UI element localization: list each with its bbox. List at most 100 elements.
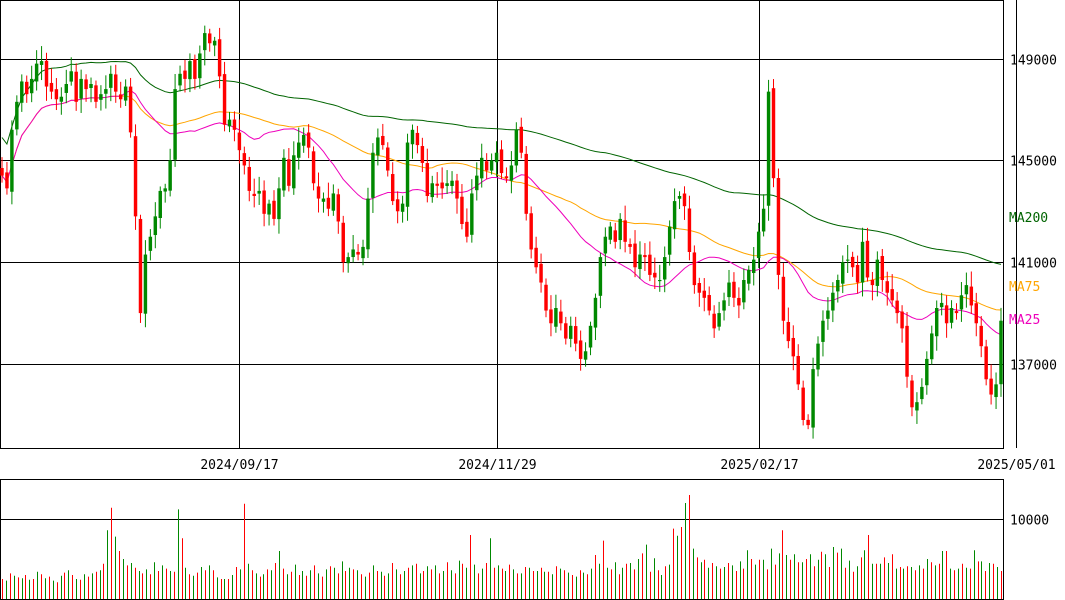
candle-body: [183, 70, 187, 79]
candle-body: [133, 136, 138, 217]
candle-body: [460, 196, 464, 224]
date-tick-label: 2025/02/17: [720, 458, 798, 473]
ma200-label: MA200: [1009, 211, 1048, 226]
price-plot-frame: [0, 0, 1004, 449]
candle-body: [203, 33, 207, 51]
candle-body: [880, 256, 885, 280]
candle-body: [504, 176, 509, 179]
candle-body: [658, 280, 662, 282]
candle-body: [895, 300, 899, 314]
candle-body: [465, 221, 469, 237]
candle-body: [994, 384, 998, 398]
candle-body: [672, 201, 677, 230]
candle-body: [989, 378, 993, 395]
candle-body: [569, 325, 573, 339]
candle-body: [756, 231, 761, 259]
candle-body: [237, 132, 242, 151]
candle-body: [29, 78, 34, 94]
candle-body: [371, 152, 375, 198]
price-tick-label: 137000: [1010, 359, 1057, 374]
candle-body: [816, 343, 820, 370]
candle-body: [25, 81, 29, 95]
candle-body: [707, 295, 711, 311]
candle-body: [554, 308, 558, 327]
candle-body: [692, 252, 697, 286]
candle-body: [979, 325, 983, 347]
candle-body: [262, 190, 266, 214]
candle-body: [54, 89, 59, 100]
candle-body: [934, 308, 939, 337]
candle-body: [831, 292, 835, 311]
candle-body: [232, 119, 237, 130]
candle-body: [94, 85, 98, 102]
volume-y-axis: 10000: [1010, 514, 1049, 529]
candle-body: [44, 60, 49, 87]
volume-tick-label: 10000: [1010, 514, 1049, 529]
candle-body: [613, 230, 617, 242]
candle-body: [15, 101, 19, 130]
candle-body: [39, 61, 44, 65]
candle-body: [321, 198, 326, 202]
candle-body: [0, 168, 4, 176]
candle-body: [796, 355, 800, 385]
candle-body: [559, 311, 563, 324]
candle-body: [128, 86, 133, 133]
candle-body: [633, 243, 637, 268]
candle-body: [544, 284, 548, 311]
candle-body: [356, 251, 360, 255]
candle-body: [791, 337, 796, 357]
candle-body: [855, 264, 860, 283]
candle-body: [727, 282, 731, 298]
candle-body: [69, 71, 73, 82]
candle-body: [346, 257, 350, 264]
candle-body: [277, 188, 281, 220]
candle-body: [781, 276, 786, 321]
candle-body: [514, 129, 519, 166]
price-y-axis: 137000 141000 145000 149000: [1010, 54, 1057, 374]
candle-body: [484, 161, 489, 171]
candle-body: [222, 74, 227, 125]
candle-body: [806, 419, 810, 426]
candle-body: [712, 313, 716, 329]
candle-body: [964, 285, 969, 295]
candle-body: [662, 257, 667, 280]
candle-body: [143, 254, 148, 314]
candle-body: [20, 81, 24, 103]
candle-body: [49, 82, 54, 92]
candle-body: [761, 208, 766, 232]
candle-body: [638, 254, 642, 270]
volume-panel: 10000: [0, 479, 1049, 600]
candle-body: [118, 94, 123, 100]
candle-body: [766, 91, 771, 206]
candle-body: [628, 244, 632, 247]
candle-body: [212, 40, 217, 46]
candle-body: [435, 183, 439, 186]
candle-body: [959, 295, 964, 310]
candle-body: [667, 226, 672, 255]
date-axis: 2024/09/17 2024/11/29 2025/02/17 2025/05/01: [200, 458, 1055, 473]
candle-body: [341, 222, 345, 263]
candle-body: [984, 346, 988, 380]
candle-body: [618, 218, 622, 241]
candle-body: [717, 313, 721, 327]
candle-body: [138, 218, 143, 314]
candle-body: [499, 149, 504, 174]
candle-body: [376, 137, 380, 156]
ma25-label: MA25: [1009, 313, 1040, 328]
candle-body: [257, 190, 261, 194]
candle-body: [79, 78, 83, 99]
candle-body: [910, 380, 914, 408]
candle-body: [732, 281, 736, 298]
candle-body: [34, 63, 39, 82]
candle-body: [865, 240, 870, 278]
candle-body: [114, 74, 118, 92]
candle-body: [534, 247, 538, 268]
candle-body: [109, 73, 113, 88]
candle-body: [410, 129, 415, 145]
candle-body: [400, 203, 405, 212]
candle-body: [920, 386, 924, 400]
candle-body: [272, 200, 276, 219]
candle-body: [252, 193, 256, 196]
candle-body: [890, 289, 894, 301]
candle-body: [939, 302, 944, 308]
